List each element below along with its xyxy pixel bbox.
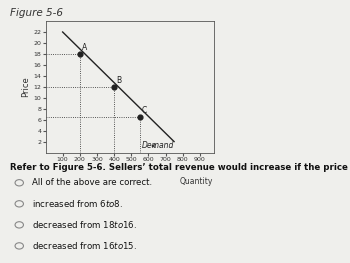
Text: decreased from $16 to $15.: decreased from $16 to $15. — [32, 240, 136, 251]
Text: B: B — [116, 75, 121, 85]
Text: Demand: Demand — [141, 141, 174, 150]
Point — [77, 52, 83, 56]
Text: A: A — [82, 43, 87, 52]
Text: decreased from $18 to $16.: decreased from $18 to $16. — [32, 219, 136, 230]
Text: Quantity: Quantity — [180, 177, 214, 186]
Y-axis label: Price: Price — [22, 77, 30, 97]
Point — [137, 115, 142, 119]
Text: All of the above are correct.: All of the above are correct. — [32, 178, 152, 187]
Text: Figure 5-6: Figure 5-6 — [10, 8, 63, 18]
Point — [111, 85, 117, 89]
Text: Refer to Figure 5-6. Sellers’ total revenue would increase if the price: Refer to Figure 5-6. Sellers’ total reve… — [10, 163, 348, 172]
Text: increased from $6 to $8.: increased from $6 to $8. — [32, 198, 122, 209]
Text: C: C — [141, 106, 147, 115]
